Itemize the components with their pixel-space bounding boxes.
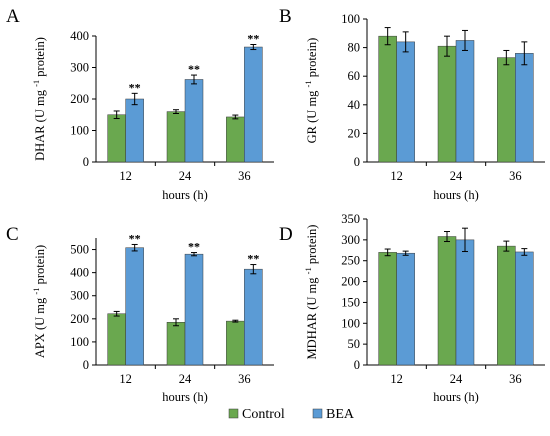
significance-label: ** — [129, 80, 141, 94]
y-tick-label: 100 — [341, 316, 360, 330]
significance-label: ** — [188, 62, 200, 76]
chart-panel-c: C 0 100 200 300 400 500 APX (U mg -1 protein) 12… — [6, 224, 274, 404]
bar-bea-24 — [184, 79, 204, 163]
significance-label: ** — [247, 32, 259, 46]
bar-bea-12 — [396, 41, 415, 163]
y-tick-label: 50 — [348, 337, 361, 351]
y-tick-label: 0 — [83, 155, 89, 169]
y-tick-label: 400 — [70, 29, 89, 43]
bar-bea-24 — [455, 40, 475, 163]
legend-item-bea: BEA — [312, 407, 355, 422]
y-tick-label: 250 — [341, 254, 360, 268]
bar-bea-36 — [244, 268, 263, 366]
bar-control-36 — [226, 320, 245, 366]
y-tick-label: 300 — [70, 289, 89, 303]
y-tick-label: 400 — [70, 266, 89, 280]
x-axis-title: hours (h) — [162, 390, 207, 404]
bar-control-24 — [166, 322, 186, 366]
significance-label: ** — [247, 252, 259, 266]
x-tick-label: 24 — [179, 169, 192, 183]
x-tick-label: 24 — [450, 169, 463, 183]
y-tick-label: 200 — [70, 312, 89, 326]
legend: Control BEA — [228, 407, 355, 422]
y-tick-label: 60 — [348, 69, 361, 83]
y-axis-title: MDHAR (U mg -1 protein) — [303, 225, 319, 360]
y-tick-label: 0 — [83, 358, 89, 372]
bar-control-24 — [166, 111, 186, 163]
panel-letter: B — [279, 6, 292, 27]
legend-label: Control — [242, 407, 285, 422]
bar-bea-24 — [455, 239, 475, 366]
bar-bea-36 — [515, 53, 534, 163]
y-tick-label: 20 — [348, 126, 361, 140]
chart-panel-b: B 0 20 40 60 80 100 GR (U mg -1 protein) 12 24 36 h… — [279, 6, 545, 202]
x-tick-label: 36 — [509, 372, 522, 386]
y-tick-label: 100 — [70, 335, 89, 349]
bar-control-36 — [226, 116, 245, 163]
y-tick-label: 300 — [341, 233, 360, 247]
legend-swatch — [312, 408, 323, 419]
bar-bea-36 — [515, 251, 534, 366]
x-tick-label: 36 — [238, 372, 251, 386]
x-tick-label: 36 — [509, 169, 522, 183]
x-tick-label: 12 — [390, 372, 403, 386]
y-tick-label: 500 — [70, 243, 89, 257]
x-tick-label: 24 — [450, 372, 463, 386]
x-axis-title: hours (h) — [162, 188, 207, 202]
y-axis-title: GR (U mg -1 protein) — [303, 38, 319, 144]
y-tick-label: 300 — [70, 61, 89, 75]
legend-swatch — [228, 408, 239, 419]
y-tick-label: 80 — [348, 41, 361, 55]
bar-control-36 — [497, 57, 516, 163]
panel-letter: C — [6, 224, 19, 245]
chart-panel-d: D 0 50 100 150 200 250 300 350 MDHAR (U mg -1 pro… — [279, 212, 545, 404]
bar-control-24 — [437, 45, 457, 163]
x-tick-label: 12 — [390, 169, 403, 183]
x-axis-title: hours (h) — [433, 390, 478, 404]
y-tick-label: 100 — [341, 12, 360, 26]
y-tick-label: 40 — [348, 98, 361, 112]
x-tick-label: 36 — [238, 169, 251, 183]
bar-control-24 — [437, 236, 457, 366]
y-tick-label: 200 — [70, 92, 89, 106]
y-axis-title: DHAR (U mg -1 protein) — [31, 37, 47, 161]
y-tick-label: 0 — [354, 358, 360, 372]
bar-control-12 — [107, 114, 126, 163]
chart-panel-a: A 0 100 200 300 400 DHAR (U mg -1 protein) 12 **… — [6, 6, 274, 202]
x-tick-label: 12 — [119, 372, 132, 386]
panel-letter: A — [6, 6, 20, 27]
bar-control-12 — [378, 252, 397, 366]
bar-bea-12 — [396, 252, 415, 366]
significance-label: ** — [188, 240, 200, 254]
y-tick-label: 100 — [70, 124, 89, 138]
bar-control-36 — [497, 245, 516, 366]
y-tick-label: 0 — [354, 155, 360, 169]
legend-item-control: Control — [228, 407, 285, 422]
x-axis-title: hours (h) — [433, 188, 478, 202]
bar-control-12 — [378, 35, 397, 163]
bar-bea-12 — [125, 247, 144, 366]
bar-bea-12 — [125, 98, 144, 163]
panel-letter: D — [279, 224, 293, 245]
bar-bea-36 — [244, 46, 263, 163]
y-axis-title: APX (U mg -1 protein) — [31, 245, 47, 358]
x-tick-label: 24 — [179, 372, 192, 386]
bar-bea-24 — [184, 253, 204, 366]
legend-label: BEA — [326, 407, 355, 422]
y-tick-label: 200 — [341, 275, 360, 289]
y-tick-label: 150 — [341, 295, 360, 309]
bar-control-12 — [107, 313, 126, 366]
x-tick-label: 12 — [119, 169, 132, 183]
y-tick-label: 350 — [341, 212, 360, 226]
significance-label: ** — [129, 231, 141, 245]
